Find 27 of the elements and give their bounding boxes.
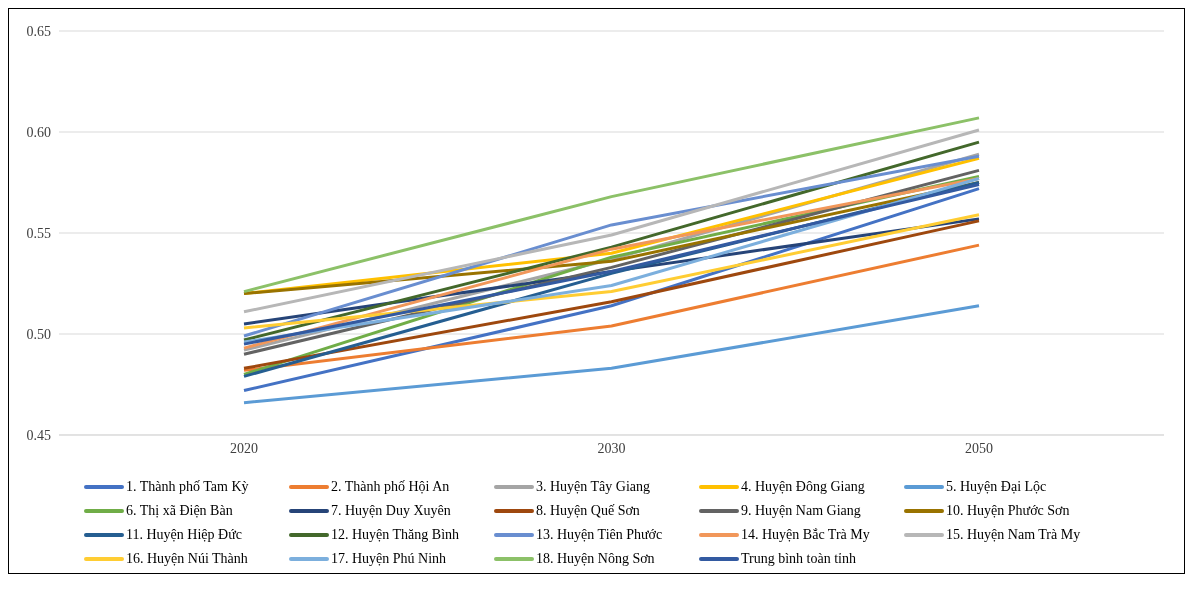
legend-label: 17. Huyện Phú Ninh — [331, 551, 447, 567]
legend-label: 13. Huyện Tiên Phước — [536, 527, 663, 543]
legend-label: 8. Huyện Quế Sơn — [536, 503, 640, 519]
legend-label: 15. Huyện Nam Trà My — [946, 527, 1081, 543]
legend-label: 1. Thành phố Tam Kỳ — [126, 479, 249, 495]
legend-label: 7. Huyện Duy Xuyên — [331, 503, 451, 519]
y-tick-label: 0.45 — [26, 427, 51, 443]
x-tick-label: 2020 — [230, 440, 258, 456]
legend-label: 3. Huyện Tây Giang — [536, 479, 651, 495]
legend-label: 9. Huyện Nam Giang — [741, 503, 861, 519]
y-tick-label: 0.55 — [26, 225, 51, 241]
legend-label: 14. Huyện Bắc Trà My — [741, 527, 870, 543]
legend-label: 4. Huyện Đông Giang — [741, 479, 865, 495]
x-tick-label: 2050 — [965, 440, 993, 456]
legend-label: Trung bình toàn tỉnh — [741, 551, 856, 567]
legend-label: 18. Huyện Nông Sơn — [536, 551, 655, 567]
legend-label: 11. Huyện Hiệp Đức — [126, 527, 242, 543]
y-tick-label: 0.60 — [26, 124, 51, 140]
legend-label: 6. Thị xã Điện Bàn — [126, 503, 233, 519]
legend-label: 5. Huyện Đại Lộc — [946, 479, 1047, 495]
y-tick-label: 0.50 — [26, 326, 51, 342]
y-tick-label: 0.65 — [26, 23, 51, 39]
legend-label: 12. Huyện Thăng Bình — [331, 527, 460, 543]
legend-label: 16. Huyện Núi Thành — [126, 551, 248, 567]
x-tick-label: 2030 — [597, 440, 626, 456]
legend-label: 10. Huyện Phước Sơn — [946, 503, 1070, 519]
legend-label: 2. Thành phố Hội An — [331, 479, 450, 495]
